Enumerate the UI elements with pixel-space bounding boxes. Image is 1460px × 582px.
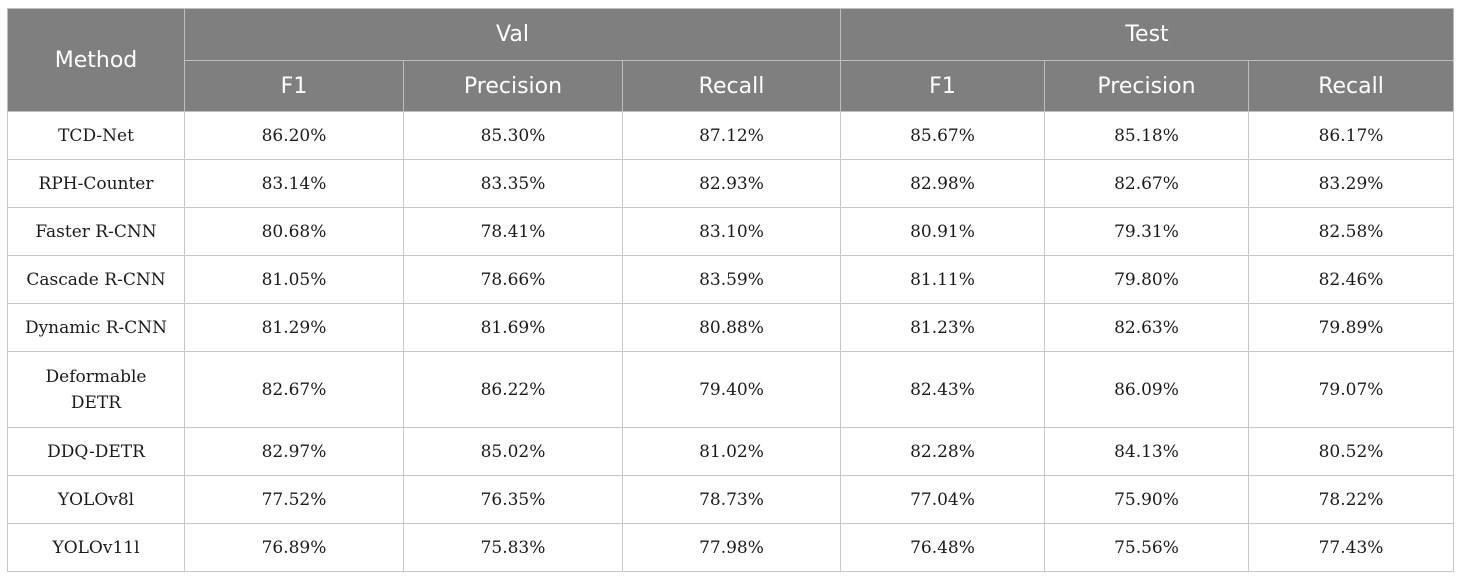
test-precision-cell: 82.67% xyxy=(1044,159,1249,208)
table-row: Deformable DETR 82.67% 86.22% 79.40% 82.… xyxy=(7,351,1455,428)
header-sub-row: F1 Precision Recall F1 Precision Recall xyxy=(8,60,1455,112)
method-name: Faster R-CNN xyxy=(35,221,157,242)
val-precision-cell: 76.35% xyxy=(403,475,623,524)
method-cell: Cascade R-CNN xyxy=(7,255,185,304)
method-cell: YOLOv11l xyxy=(7,523,185,572)
val-f1-cell: 83.14% xyxy=(184,159,404,208)
val-f1-cell: 82.67% xyxy=(184,351,404,428)
test-f1-cell: 82.28% xyxy=(840,427,1045,476)
val-precision-cell: 81.69% xyxy=(403,303,623,352)
test-group-header: Test xyxy=(839,8,1455,61)
test-recall-cell: 82.58% xyxy=(1247,207,1455,256)
test-recall-cell: 77.43% xyxy=(1247,523,1455,572)
test-precision-cell: 82.63% xyxy=(1044,303,1249,352)
test-f1-cell: 81.11% xyxy=(840,255,1045,304)
test-recall-cell: 86.17% xyxy=(1247,111,1455,160)
test-recall-cell: 80.52% xyxy=(1247,427,1455,476)
val-recall-cell: 81.02% xyxy=(622,427,841,476)
val-precision-cell: 75.83% xyxy=(403,523,623,572)
table-row: YOLOv11l 76.89% 75.83% 77.98% 76.48% 75.… xyxy=(7,523,1455,572)
val-f1-cell: 81.05% xyxy=(184,255,404,304)
val-recall-cell: 83.59% xyxy=(622,255,841,304)
val-recall-cell: 77.98% xyxy=(622,523,841,572)
table-row: Faster R-CNN 80.68% 78.41% 83.10% 80.91%… xyxy=(7,207,1455,256)
method-name: Dynamic R-CNN xyxy=(24,317,168,338)
test-precision-cell: 86.09% xyxy=(1044,351,1249,428)
method-name: TCD-Net xyxy=(58,125,134,146)
method-name: RPH-Counter xyxy=(38,173,154,194)
test-f1-cell: 77.04% xyxy=(840,475,1045,524)
method-name: YOLOv8l xyxy=(57,489,135,510)
val-f1-cell: 86.20% xyxy=(184,111,404,160)
val-recall-cell: 87.12% xyxy=(622,111,841,160)
table-body: TCD-Net 86.20% 85.30% 87.12% 85.67% 85.1… xyxy=(7,111,1455,572)
val-group-header: Val xyxy=(184,8,841,61)
test-precision-cell: 75.90% xyxy=(1044,475,1249,524)
val-precision-cell: 78.66% xyxy=(403,255,623,304)
test-f1-cell: 82.98% xyxy=(840,159,1045,208)
method-name: Deformable DETR xyxy=(45,366,147,413)
test-precision-header: Precision xyxy=(1044,60,1249,112)
val-recall-cell: 80.88% xyxy=(622,303,841,352)
table-row: YOLOv8l 77.52% 76.35% 78.73% 77.04% 75.9… xyxy=(7,475,1455,524)
test-f1-cell: 76.48% xyxy=(840,523,1045,572)
val-precision-header: Precision xyxy=(403,60,623,112)
val-precision-cell: 85.30% xyxy=(403,111,623,160)
val-recall-cell: 83.10% xyxy=(622,207,841,256)
method-cell: DDQ-DETR xyxy=(7,427,185,476)
method-name: Cascade R-CNN xyxy=(26,269,166,290)
test-recall-cell: 82.46% xyxy=(1247,255,1455,304)
test-precision-cell: 79.80% xyxy=(1044,255,1249,304)
val-recall-header: Recall xyxy=(622,60,841,112)
test-f1-cell: 85.67% xyxy=(840,111,1045,160)
method-cell: TCD-Net xyxy=(7,111,185,160)
val-recall-cell: 82.93% xyxy=(622,159,841,208)
table-header: Method Val Test F1 Precision Recall F1 P… xyxy=(7,8,1455,112)
method-cell: Faster R-CNN xyxy=(7,207,185,256)
test-recall-cell: 78.22% xyxy=(1247,475,1455,524)
method-cell: RPH-Counter xyxy=(7,159,185,208)
table-row: DDQ-DETR 82.97% 85.02% 81.02% 82.28% 84.… xyxy=(7,427,1455,476)
table-row: TCD-Net 86.20% 85.30% 87.12% 85.67% 85.1… xyxy=(7,111,1455,160)
table-row: Cascade R-CNN 81.05% 78.66% 83.59% 81.11… xyxy=(7,255,1455,304)
val-f1-cell: 82.97% xyxy=(184,427,404,476)
method-name: YOLOv11l xyxy=(52,537,140,558)
val-recall-cell: 79.40% xyxy=(622,351,841,428)
val-f1-header: F1 xyxy=(184,60,404,112)
val-precision-cell: 78.41% xyxy=(403,207,623,256)
test-precision-cell: 75.56% xyxy=(1044,523,1249,572)
method-cell: Dynamic R-CNN xyxy=(7,303,185,352)
test-recall-cell: 79.07% xyxy=(1247,351,1455,428)
test-f1-cell: 80.91% xyxy=(840,207,1045,256)
table-row: Dynamic R-CNN 81.29% 81.69% 80.88% 81.23… xyxy=(7,303,1455,352)
table-row: RPH-Counter 83.14% 83.35% 82.93% 82.98% … xyxy=(7,159,1455,208)
results-table: Method Val Test F1 Precision Recall F1 P… xyxy=(7,8,1455,572)
val-f1-cell: 80.68% xyxy=(184,207,404,256)
test-recall-cell: 79.89% xyxy=(1247,303,1455,352)
test-precision-cell: 85.18% xyxy=(1044,111,1249,160)
test-f1-cell: 82.43% xyxy=(840,351,1045,428)
val-precision-cell: 85.02% xyxy=(403,427,623,476)
val-precision-cell: 86.22% xyxy=(403,351,623,428)
val-f1-cell: 81.29% xyxy=(184,303,404,352)
test-f1-header: F1 xyxy=(840,60,1045,112)
val-f1-cell: 77.52% xyxy=(184,475,404,524)
method-header: Method xyxy=(7,8,185,112)
test-f1-cell: 81.23% xyxy=(840,303,1045,352)
method-cell: YOLOv8l xyxy=(7,475,185,524)
val-recall-cell: 78.73% xyxy=(622,475,841,524)
test-recall-cell: 83.29% xyxy=(1247,159,1455,208)
test-precision-cell: 84.13% xyxy=(1044,427,1249,476)
test-recall-header: Recall xyxy=(1247,60,1455,112)
test-precision-cell: 79.31% xyxy=(1044,207,1249,256)
val-f1-cell: 76.89% xyxy=(184,523,404,572)
val-precision-cell: 83.35% xyxy=(403,159,623,208)
header-group-row: Method Val Test xyxy=(7,8,1455,112)
method-name: DDQ-DETR xyxy=(47,441,145,462)
method-cell: Deformable DETR xyxy=(7,351,185,428)
